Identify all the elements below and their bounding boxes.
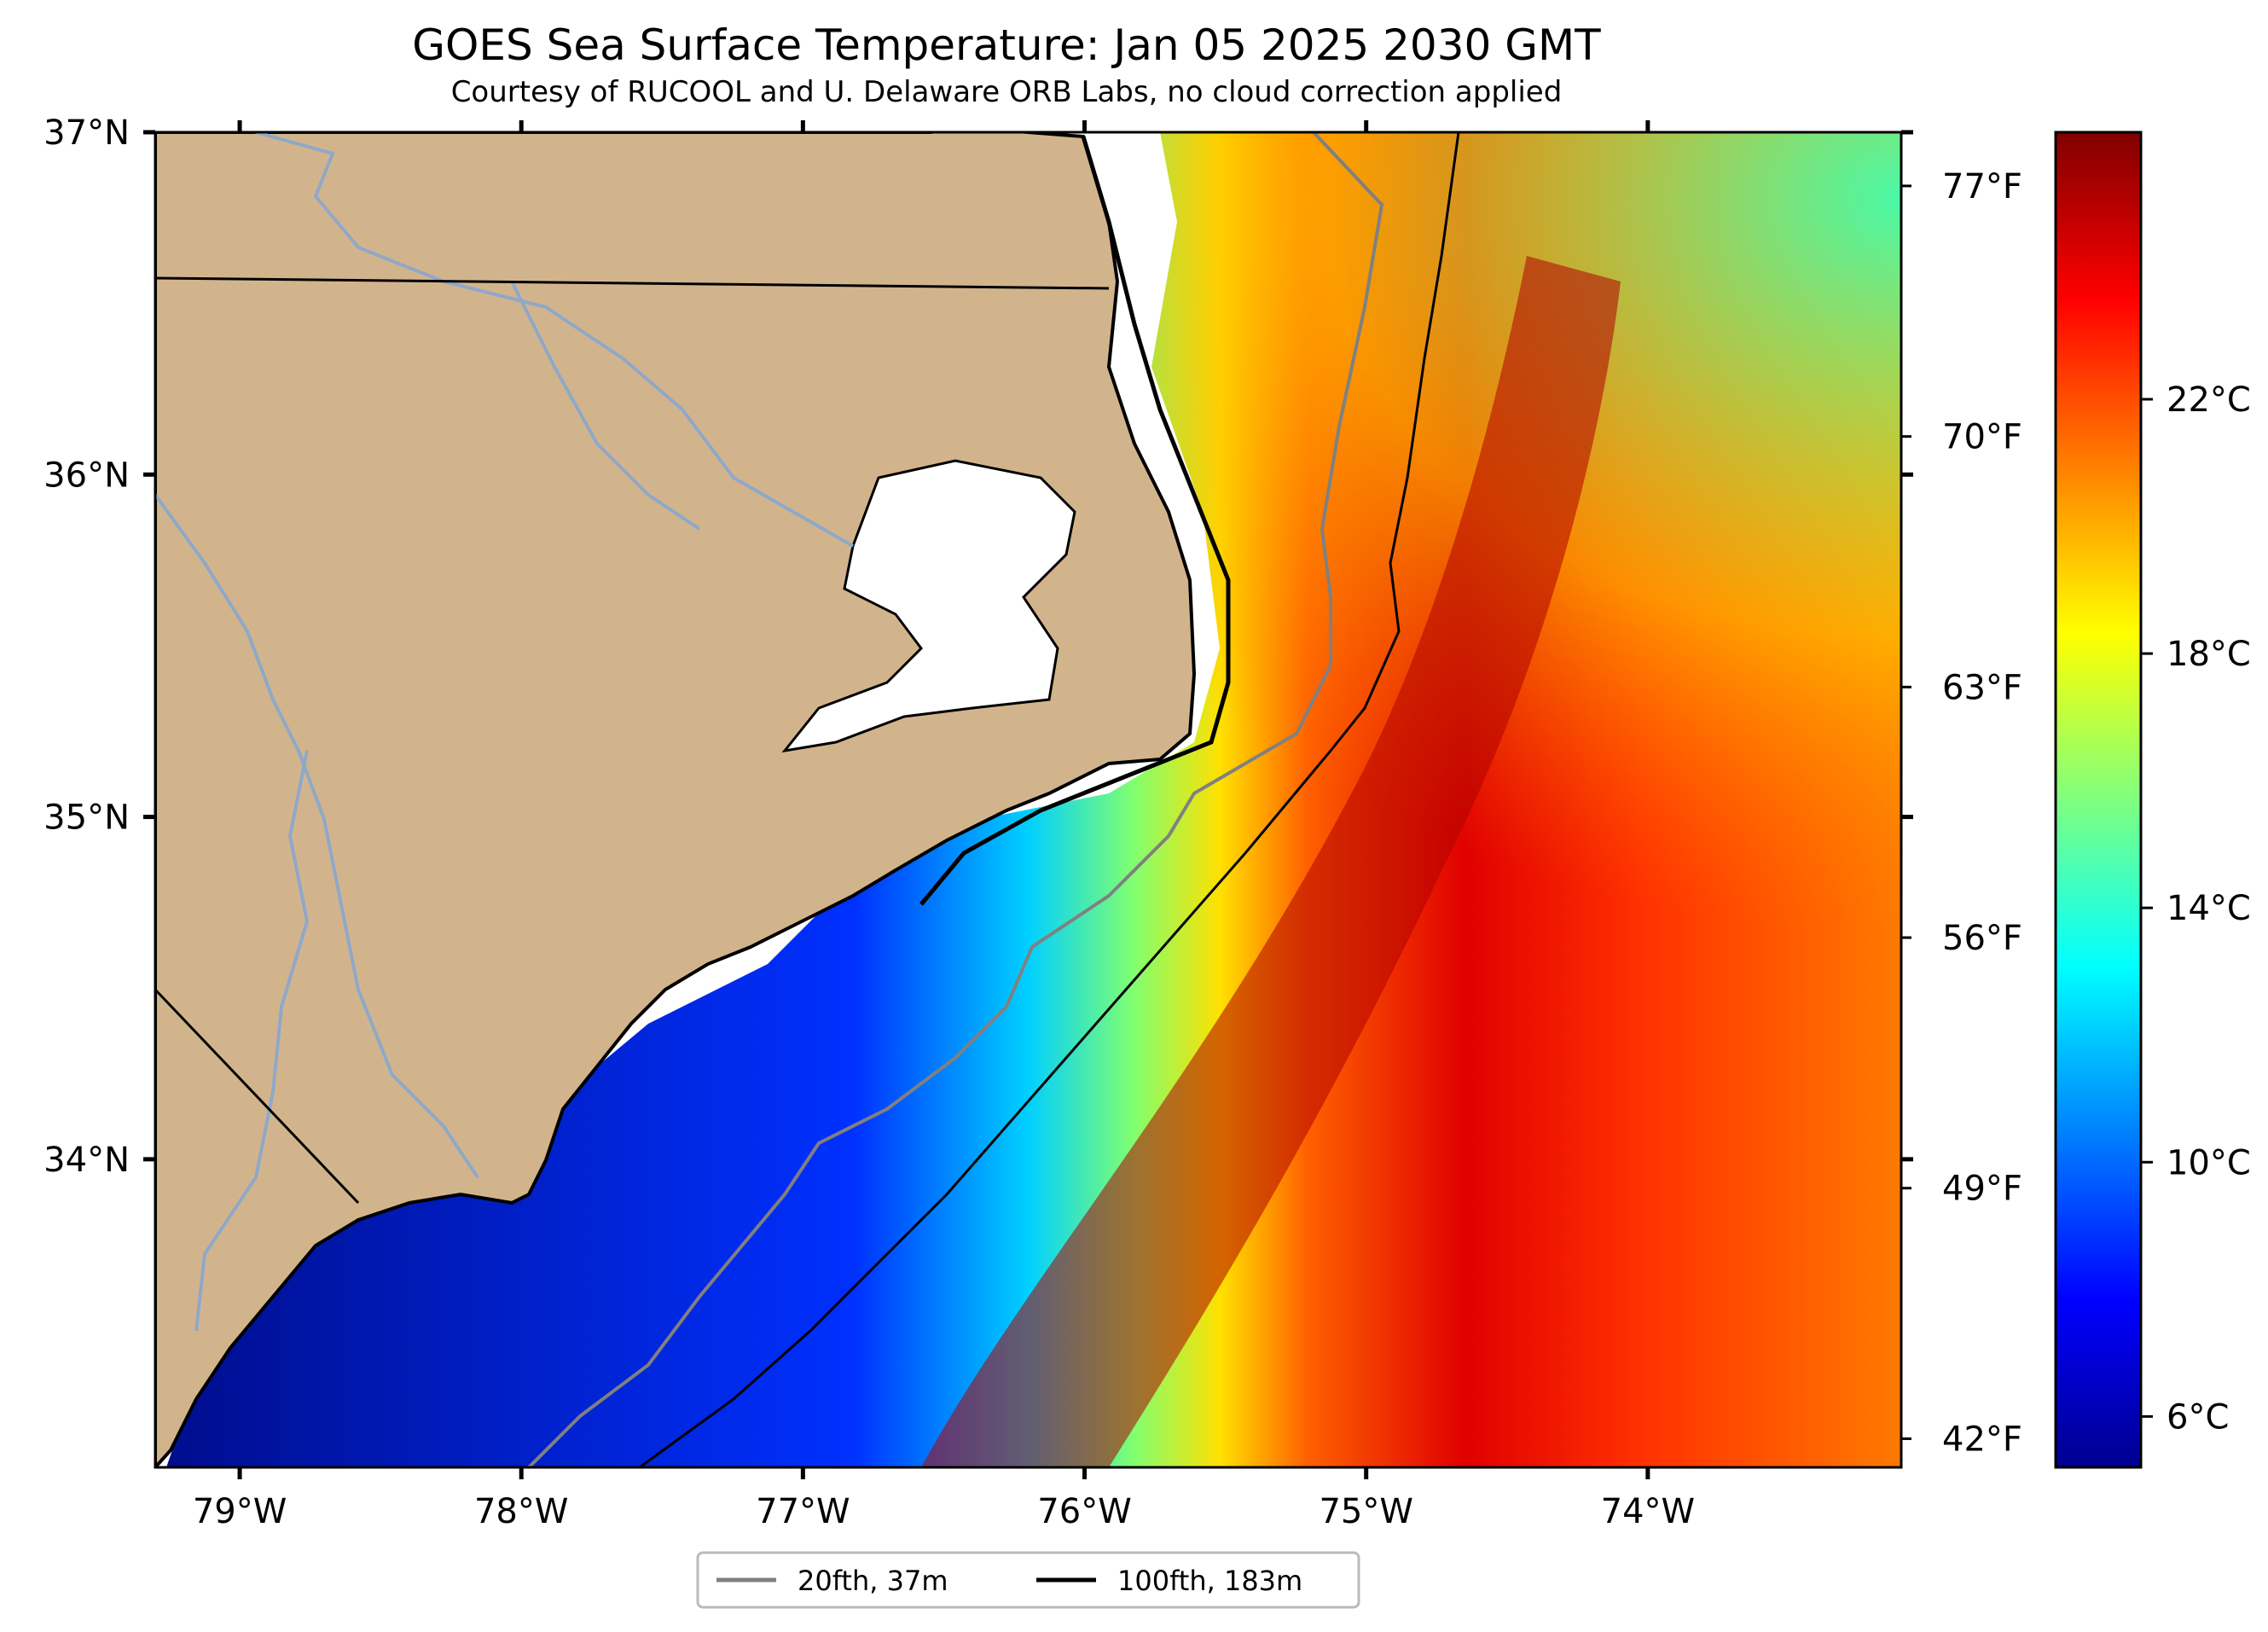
legend-label-100fth: 100fth, 183m — [1117, 1565, 1302, 1597]
f-tick-label: 42°F — [1942, 1420, 2022, 1459]
lon-tick-label: 74°W — [1601, 1492, 1695, 1531]
cbar-tick-label: 14°C — [2166, 889, 2251, 928]
map-frame — [154, 131, 1903, 1469]
lon-tick-label: 75°W — [1319, 1492, 1412, 1531]
outer-banks — [919, 136, 1231, 906]
cbar-tick-label: 22°C — [2166, 380, 2251, 420]
cbar-tick-label: 10°C — [2166, 1143, 2251, 1182]
isobath-legend: 20fth, 37m 100fth, 183m — [696, 1551, 1360, 1609]
lat-tick-label: 36°N — [44, 456, 130, 495]
pamlico-sound — [781, 459, 1076, 753]
longitude-ticks: 79°W 78°W 77°W 76°W 75°W 74°W — [193, 120, 1695, 1531]
latitude-ticks: 37°N 36°N 35°N 34°N — [44, 113, 1913, 1180]
isobath-20fth — [527, 132, 1384, 1467]
f-tick-label: 77°F — [1942, 167, 2022, 206]
lat-tick-label: 34°N — [44, 1141, 130, 1180]
cbar-tick-label: 6°C — [2166, 1397, 2229, 1437]
gulf-stream-core — [921, 256, 1621, 1467]
map-subtitle: Courtesy of RUCOOL and U. Delaware ORB L… — [450, 75, 1563, 109]
fahrenheit-ticks: 77°F 70°F 63°F 56°F 49°F 42°F — [1901, 167, 2022, 1459]
f-tick-label: 70°F — [1942, 418, 2022, 457]
lon-tick-label: 76°W — [1037, 1492, 1131, 1531]
state-borders — [155, 276, 1110, 1205]
cbar-tick-label: 18°C — [2166, 635, 2251, 674]
rivers — [155, 132, 854, 1332]
lat-tick-label: 35°N — [44, 799, 130, 838]
f-tick-label: 56°F — [1942, 919, 2022, 958]
map-title: GOES Sea Surface Temperature: Jan 05 202… — [412, 20, 1601, 70]
legend-label-20fth: 20fth, 37m — [798, 1565, 948, 1597]
lon-tick-label: 79°W — [193, 1492, 287, 1531]
colorbar-ticks: 22°C 18°C 14°C 10°C 6°C — [2141, 380, 2251, 1437]
f-tick-label: 49°F — [1942, 1170, 2022, 1209]
f-tick-label: 63°F — [1942, 668, 2022, 707]
colorbar — [2054, 131, 2143, 1469]
lat-tick-label: 37°N — [44, 113, 130, 153]
lon-tick-label: 78°W — [474, 1492, 568, 1531]
lon-tick-label: 77°W — [756, 1492, 850, 1531]
isobath-100fth — [639, 132, 1460, 1467]
